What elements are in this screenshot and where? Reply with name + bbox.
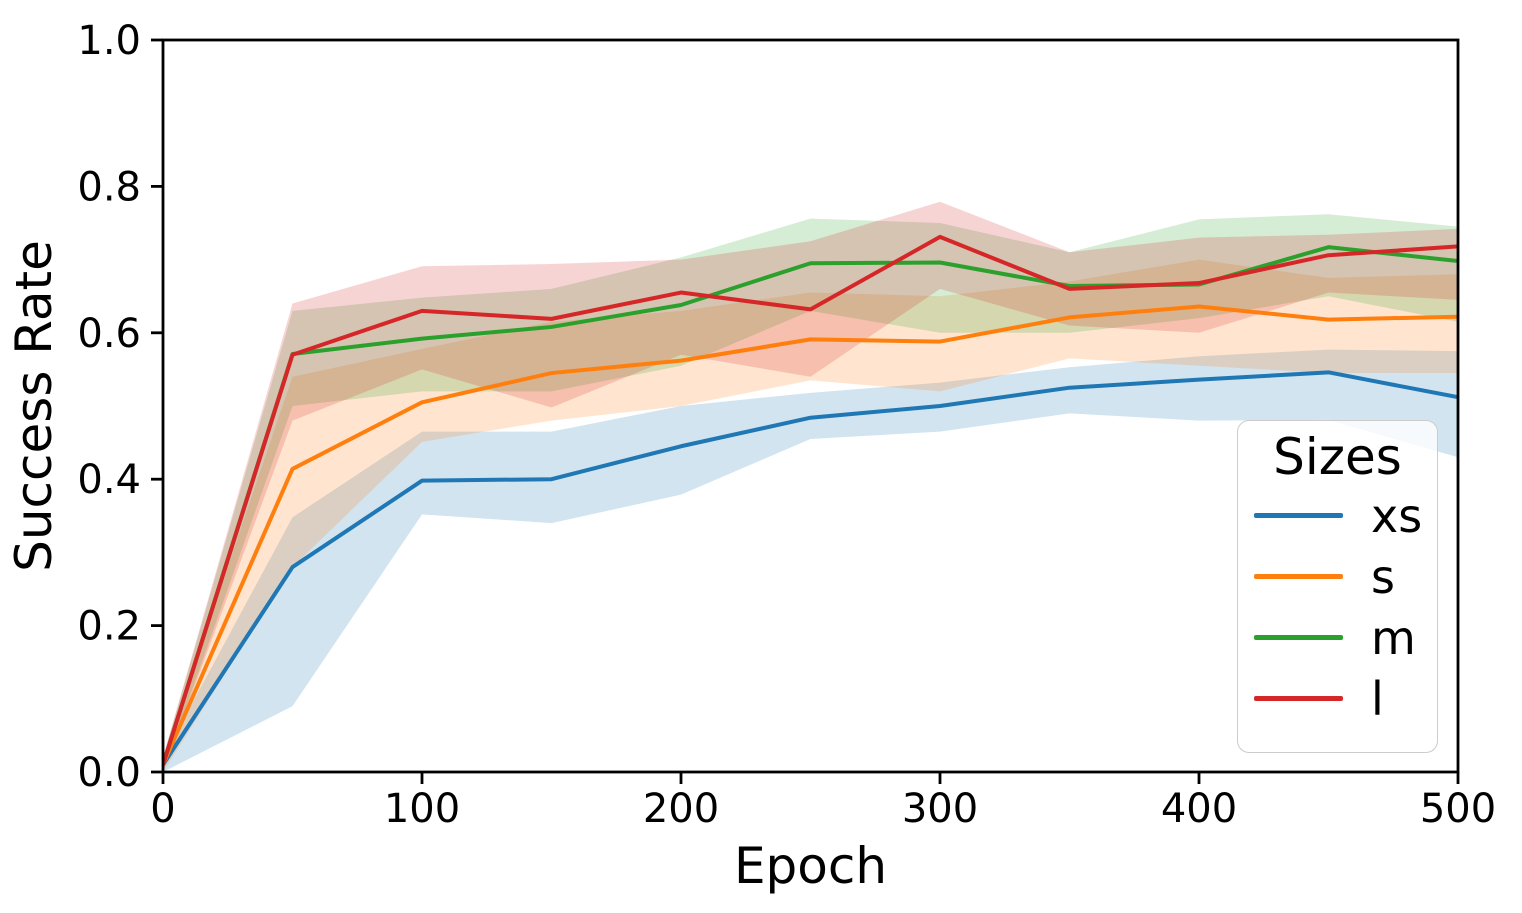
x-tick-label: 400 [1161, 786, 1237, 832]
legend-title: Sizes [1273, 428, 1402, 486]
line-l [163, 234, 1458, 766]
band-l [163, 201, 1458, 772]
legend-entry-m: m [1238, 607, 1437, 668]
legend-line-swatch-xs [1254, 513, 1343, 518]
legend-label-l: l [1371, 671, 1384, 726]
axes: 0 100 200 300 400 500 0.0 0.2 0.4 0.6 0.8 1.0 [77, 18, 1496, 832]
legend-label-xs: xs [1371, 488, 1423, 543]
y-axis-label: Success Rate [5, 240, 63, 572]
y-tick-label: 1.0 [77, 18, 141, 64]
x-tick-label: 500 [1420, 786, 1496, 832]
y-tick-label: 0.0 [77, 750, 141, 796]
legend-label-m: m [1371, 610, 1416, 665]
legend-line-swatch-l [1254, 696, 1343, 701]
legend-line-swatch-s [1254, 574, 1343, 579]
x-axis-label: Epoch [733, 837, 888, 895]
x-tick-label: 300 [902, 786, 978, 832]
plot-spines [161, 38, 1460, 774]
legend-entry-s: s [1238, 546, 1437, 607]
y-tick-label: 0.4 [77, 457, 141, 503]
legend-label-s: s [1371, 549, 1395, 604]
x-tick-label: 0 [150, 786, 175, 832]
x-tick-label: 200 [643, 786, 719, 832]
y-tick-label: 0.8 [77, 164, 141, 210]
legend: Sizes xs s m l [1237, 420, 1438, 753]
legend-entry-xs: xs [1238, 485, 1437, 546]
legend-line-swatch-m [1254, 635, 1343, 640]
legend-entry-l: l [1238, 668, 1437, 729]
y-tick-label: 0.6 [77, 311, 141, 357]
y-tick-label: 0.2 [77, 604, 141, 650]
series-lines [163, 234, 1458, 766]
band-xs [163, 349, 1458, 772]
band-m [163, 214, 1458, 772]
line-s [163, 304, 1458, 766]
line-xs [163, 370, 1458, 766]
x-tick-label: 100 [384, 786, 460, 832]
